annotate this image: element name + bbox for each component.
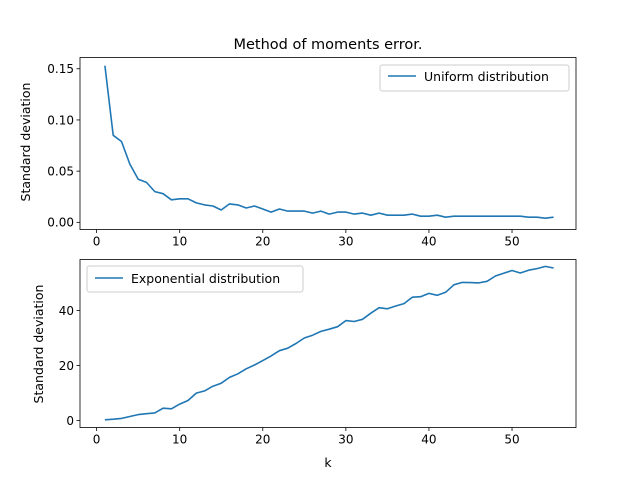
top-axis-ticks: 0 10 20 30 40 50 0.00 0.05 0.10 0.15 — [47, 62, 519, 248]
top-y-tick-label: 0.00 — [47, 216, 74, 230]
top-legend: Uniform distribution — [379, 64, 570, 92]
bottom-x-tick-label: 10 — [172, 433, 187, 447]
bottom-x-tick-label: 30 — [338, 433, 353, 447]
uniform-subplot: Method of moments error. Standard deviat… — [18, 37, 577, 249]
bottom-y-tick-label: 20 — [59, 359, 74, 373]
x-axis-label: k — [324, 455, 332, 470]
bottom-legend-box — [86, 265, 304, 293]
top-axes-frame — [79, 57, 577, 230]
bottom-y-tick-label: 0 — [66, 414, 74, 428]
chart-title: Method of moments error. — [233, 37, 422, 53]
bottom-x-tick-label: 0 — [93, 433, 101, 447]
top-legend-label: Uniform distribution — [424, 69, 549, 84]
top-x-tick-label: 10 — [172, 235, 187, 249]
bottom-legend: Exponential distribution — [86, 265, 304, 293]
top-x-tick-label: 50 — [504, 235, 519, 249]
bottom-x-tick-label: 20 — [255, 433, 270, 447]
exponential-distribution-line — [104, 265, 554, 421]
bottom-x-tick-label: 50 — [504, 433, 519, 447]
top-y-tick-label: 0.15 — [47, 62, 74, 76]
uniform-distribution-line — [104, 65, 554, 219]
exponential-subplot: Standard deviation k 0 10 20 30 40 50 0 20 40 Ex… — [31, 259, 577, 470]
bottom-legend-label: Exponential distribution — [131, 271, 280, 286]
bottom-axis-ticks: 0 10 20 30 40 50 0 20 40 — [59, 304, 520, 447]
top-legend-box — [379, 64, 570, 92]
top-x-tick-label: 20 — [255, 235, 270, 249]
top-x-tick-label: 30 — [338, 235, 353, 249]
top-y-tick-label: 0.05 — [47, 164, 74, 178]
bottom-y-axis-label: Standard deviation — [31, 285, 46, 404]
bottom-x-tick-label: 40 — [421, 433, 436, 447]
bottom-axes-frame — [79, 259, 577, 428]
top-x-tick-label: 0 — [93, 235, 101, 249]
top-y-axis-label: Standard deviation — [18, 83, 33, 202]
top-x-tick-label: 40 — [421, 235, 436, 249]
top-y-tick-label: 0.10 — [47, 113, 74, 127]
bottom-y-tick-label: 40 — [59, 304, 74, 318]
